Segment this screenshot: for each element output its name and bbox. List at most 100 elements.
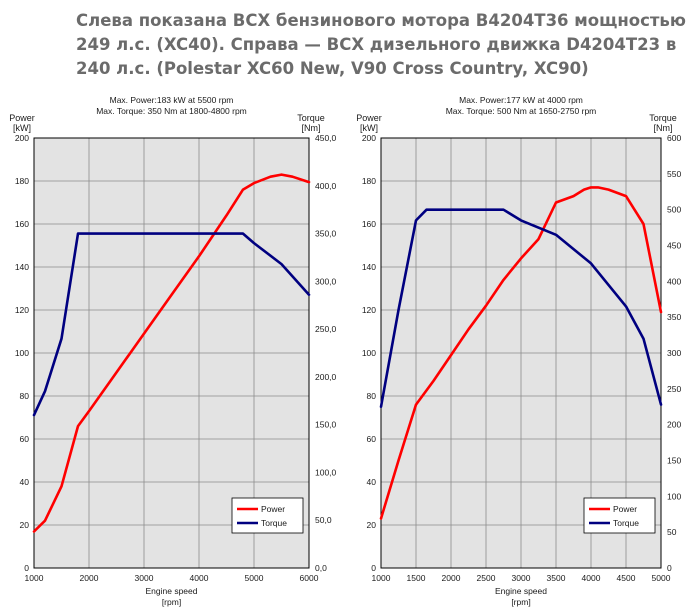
torque-point bbox=[44, 390, 46, 392]
y2-tick-label: 550 bbox=[667, 169, 681, 179]
y2-tick-label: 450 bbox=[667, 241, 681, 251]
x-tick-label: 5000 bbox=[652, 573, 671, 583]
y2-tick-label: 600 bbox=[667, 133, 681, 143]
y2-axis-label: Torque bbox=[297, 113, 325, 123]
y2-axis-unit: [Nm] bbox=[654, 123, 673, 133]
y2-tick-label: 250 bbox=[667, 384, 681, 394]
y2-tick-label: 50,0 bbox=[315, 515, 332, 525]
torque-point bbox=[280, 263, 283, 265]
torque-point bbox=[397, 309, 400, 311]
x-tick-label: 2000 bbox=[442, 573, 461, 583]
y2-tick-label: 400 bbox=[667, 276, 681, 286]
y2-tick-label: 300,0 bbox=[315, 276, 337, 286]
y-tick-label: 180 bbox=[15, 176, 29, 186]
y2-tick-label: 100,0 bbox=[315, 467, 337, 477]
chart-title: Max. Power:177 kW at 4000 rpm bbox=[459, 95, 583, 105]
power-point bbox=[502, 279, 505, 281]
y-axis-label: Power bbox=[9, 113, 35, 123]
x-tick-label: 1000 bbox=[372, 573, 391, 583]
x-tick-label: 3000 bbox=[135, 573, 154, 583]
y-tick-label: 0 bbox=[371, 563, 376, 573]
power-point bbox=[77, 425, 79, 427]
x-tick-label: 3000 bbox=[512, 573, 531, 583]
y2-tick-label: 150 bbox=[667, 456, 681, 466]
y2-tick-label: 250,0 bbox=[315, 324, 337, 334]
legend-label-power: Power bbox=[613, 504, 637, 514]
headline-line-2: 249 л.с. (XC40). Справа — ВСХ дизельного… bbox=[76, 35, 677, 54]
y-axis-unit: [kW] bbox=[360, 123, 378, 133]
power-point bbox=[642, 223, 645, 225]
y-tick-label: 200 bbox=[15, 133, 29, 143]
torque-points bbox=[380, 209, 662, 408]
legend-label-torque: Torque bbox=[613, 518, 639, 528]
y-tick-label: 180 bbox=[362, 176, 376, 186]
power-point bbox=[242, 189, 244, 191]
y-tick-label: 120 bbox=[362, 305, 376, 315]
y-tick-label: 0 bbox=[24, 563, 29, 573]
torque-point bbox=[143, 232, 145, 235]
power-point bbox=[555, 201, 557, 204]
y-tick-label: 80 bbox=[367, 391, 377, 401]
torque-point bbox=[607, 284, 610, 286]
power-point bbox=[269, 176, 272, 178]
y-tick-label: 100 bbox=[15, 348, 29, 358]
y2-tick-label: 200,0 bbox=[315, 372, 337, 382]
x-tick-label: 1000 bbox=[25, 573, 44, 583]
y2-tick-label: 300 bbox=[667, 348, 681, 358]
y-tick-label: 160 bbox=[362, 219, 376, 229]
chart-title: Max. Power:183 kW at 5500 rpm bbox=[110, 95, 234, 105]
power-point bbox=[397, 459, 400, 462]
x-tick-label: 5000 bbox=[245, 573, 264, 583]
power-point bbox=[60, 485, 63, 487]
power-point bbox=[44, 520, 46, 522]
power-point bbox=[415, 404, 417, 406]
torque-point bbox=[660, 404, 662, 406]
headline-line-1: Слева показана ВСХ бензинового мотора B4… bbox=[76, 11, 686, 30]
y2-tick-label: 200 bbox=[667, 420, 681, 430]
x-axis-label: Engine speed bbox=[495, 586, 547, 596]
y-tick-label: 40 bbox=[20, 477, 30, 487]
legend-box bbox=[583, 497, 656, 534]
torque-point bbox=[198, 232, 200, 235]
plot-frame bbox=[33, 137, 310, 569]
power-point bbox=[450, 354, 452, 356]
x-tick-label: 4500 bbox=[617, 573, 636, 583]
y-tick-label: 60 bbox=[367, 434, 377, 444]
y-tick-label: 120 bbox=[15, 305, 29, 315]
y-tick-label: 140 bbox=[362, 262, 376, 272]
power-point bbox=[33, 530, 35, 533]
x-axis-unit: [rpm] bbox=[511, 597, 530, 607]
power-point bbox=[597, 186, 599, 189]
power-point bbox=[88, 410, 90, 412]
article-headline: Слева показана ВСХ бензинового мотора B4… bbox=[76, 9, 686, 81]
y2-tick-label: 0 bbox=[667, 563, 672, 573]
y-tick-label: 200 bbox=[362, 133, 376, 143]
headline-line-3: 240 л.с. (Polestar XC60 New, V90 Cross C… bbox=[76, 59, 589, 78]
y-tick-label: 20 bbox=[367, 520, 377, 530]
y2-axis-label: Torque bbox=[649, 113, 677, 123]
power-point bbox=[467, 328, 470, 330]
y2-tick-label: 0,0 bbox=[315, 563, 327, 573]
power-point bbox=[660, 311, 662, 313]
legend-label-power: Power bbox=[261, 504, 285, 514]
power-point bbox=[225, 214, 228, 216]
y2-tick-label: 400,0 bbox=[315, 181, 337, 191]
x-axis-label: Engine speed bbox=[146, 586, 198, 596]
torque-point bbox=[88, 232, 90, 235]
power-point bbox=[583, 189, 585, 191]
y-tick-label: 160 bbox=[15, 219, 29, 229]
chart-subtitle: Max. Torque: 350 Nm at 1800-4800 rpm bbox=[96, 106, 247, 116]
torque-point bbox=[60, 338, 63, 340]
torque-point bbox=[308, 294, 310, 296]
torque-curve bbox=[379, 208, 663, 409]
y2-tick-label: 450,0 bbox=[315, 133, 337, 143]
y-tick-label: 100 bbox=[362, 348, 376, 358]
plot-frame bbox=[380, 137, 662, 569]
power-point bbox=[280, 173, 283, 176]
legend: Power Torque bbox=[231, 497, 304, 534]
power-point bbox=[253, 182, 255, 184]
torque-point bbox=[380, 406, 382, 408]
power-point bbox=[198, 255, 200, 257]
